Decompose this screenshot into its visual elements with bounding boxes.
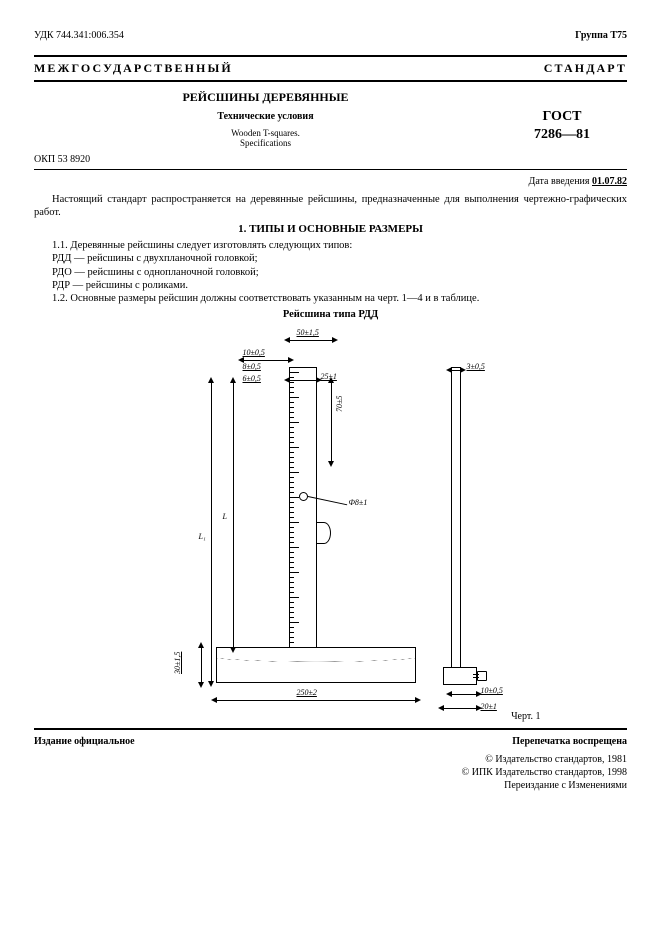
intro-date: Дата введения 01.07.82 (34, 176, 627, 187)
rule-1 (34, 169, 627, 170)
type-rdd: РДД — рейсшины с двухпланочной головкой; (34, 252, 627, 265)
intro-date-label: Дата введения (529, 176, 592, 187)
dim-phi8: Ф8±1 (349, 498, 368, 507)
dim-50: 50±1,5 (297, 328, 319, 337)
group-code: Группа Т75 (575, 30, 627, 41)
dim-10b: 10±0,5 (481, 686, 503, 695)
udk-code: УДК 744.341:006.354 (34, 30, 124, 41)
dim-6: 6±0,5 (243, 374, 261, 383)
figure-1-drawing: 50±1,5 10±0,5 8±0,5 6±0,5 25±1 3±0,5 70±… (121, 322, 541, 722)
dim-3: 3±0,5 (467, 362, 485, 371)
type-rdr: РДР — рейсшины с роликами. (34, 279, 627, 292)
intro-date-value: 01.07.82 (592, 176, 627, 187)
dim-250: 250±2 (297, 688, 317, 697)
doc-title-en2: Specifications (34, 138, 497, 148)
dim-20: 20±1 (481, 702, 497, 711)
copyright-1: © Издательство стандартов, 1981 (34, 753, 627, 766)
scope-paragraph: Настоящий стандарт распространяется на д… (34, 193, 627, 219)
copyright-3: Переиздание с Изменениями (34, 779, 627, 792)
dim-70: 70±5 (335, 395, 344, 411)
footer-right: Перепечатка воспрещена (512, 736, 627, 747)
gost-number: ГОСТ 7286—81 (497, 90, 627, 144)
figure-title: Рейсшина типа РДД (34, 309, 627, 320)
dim-30: 30±1,5 (173, 651, 182, 673)
clause-1-2: 1.2. Основные размеры рейсшин должны соо… (34, 292, 627, 305)
dim-10: 10±0,5 (243, 348, 265, 357)
doc-title-en1: Wooden T-squares. (34, 128, 497, 138)
gost-code: 7286—81 (497, 126, 627, 144)
doc-title-ru: РЕЙСШИНЫ ДЕРЕВЯННЫЕ (34, 90, 497, 105)
section-1-heading: 1. ТИПЫ И ОСНОВНЫЕ РАЗМЕРЫ (34, 223, 627, 235)
title-block: РЕЙСШИНЫ ДЕРЕВЯННЫЕ Технические условия … (34, 90, 627, 148)
copyright-2: © ИПК Издательство стандартов, 1998 (34, 766, 627, 779)
dim-L1: L₁ (199, 532, 206, 541)
okp-code: ОКП 53 8920 (34, 154, 627, 165)
dim-8: 8±0,5 (243, 362, 261, 371)
gost-label: ГОСТ (497, 108, 627, 126)
rule-2 (34, 728, 627, 730)
clause-1-1: 1.1. Деревянные рейсшины следует изготов… (34, 239, 627, 252)
type-rdo: РДО — рейсшины с однопланочной головкой; (34, 266, 627, 279)
dim-L: L (223, 512, 227, 521)
footer-left: Издание официальное (34, 736, 135, 747)
doc-subtitle-ru: Технические условия (34, 111, 497, 122)
standard-band: МЕЖГОСУДАРСТВЕННЫЙ СТАНДАРТ (34, 55, 627, 82)
figure-number: Черт. 1 (511, 711, 540, 722)
